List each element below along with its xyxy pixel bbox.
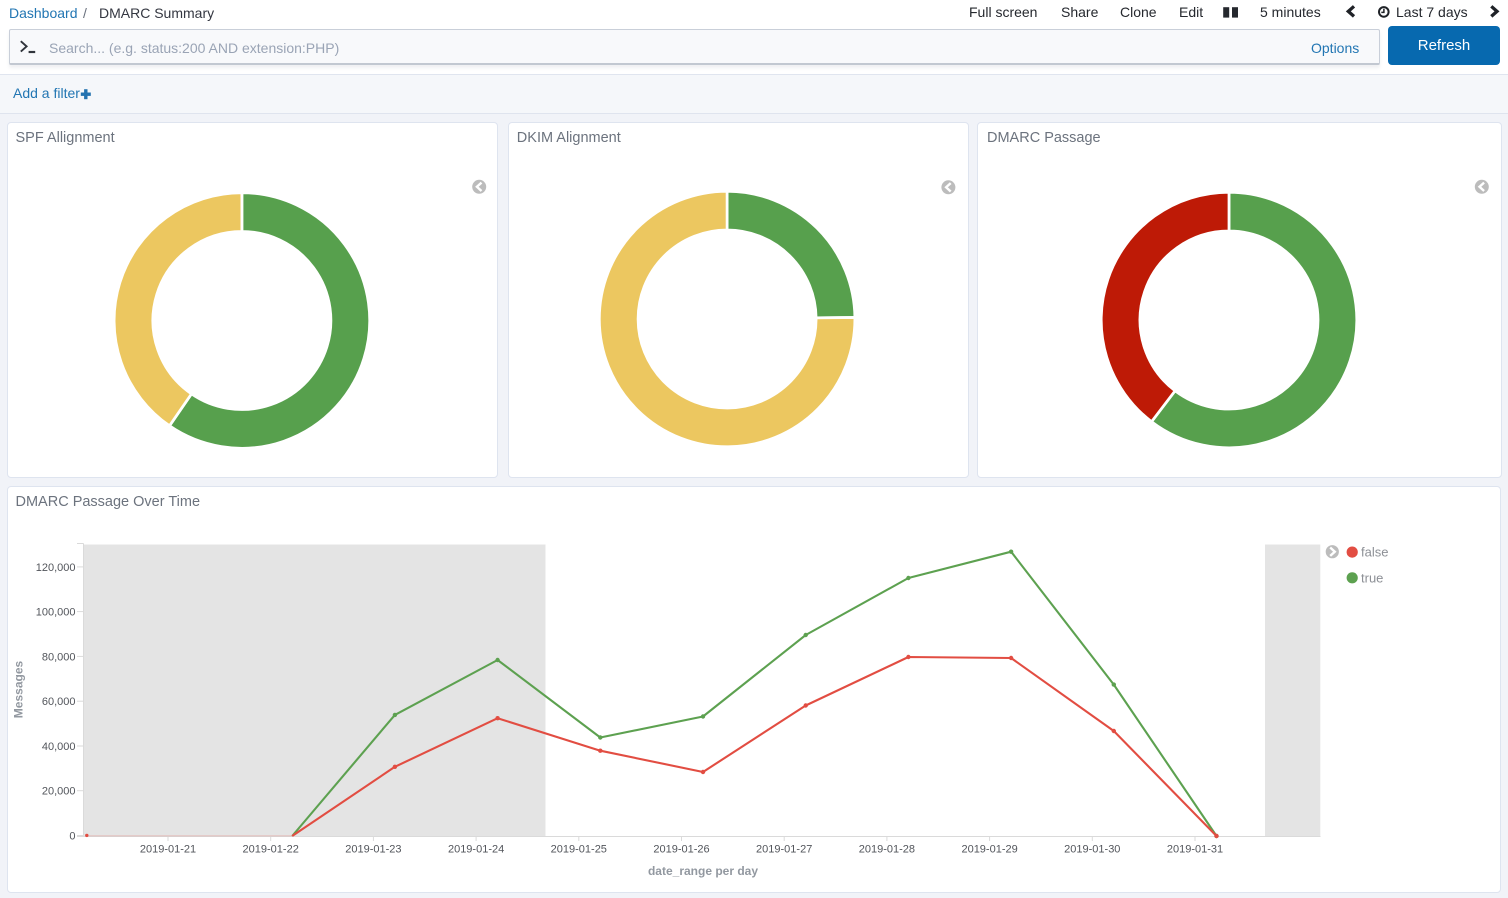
svg-text:2019-01-31: 2019-01-31 [1167, 843, 1223, 855]
svg-text:2019-01-21: 2019-01-21 [140, 843, 196, 855]
svg-text:100,000: 100,000 [36, 607, 76, 619]
svg-text:120,000: 120,000 [36, 562, 76, 574]
svg-text:2019-01-22: 2019-01-22 [243, 843, 299, 855]
svg-text:2019-01-27: 2019-01-27 [756, 843, 812, 855]
svg-text:2019-01-30: 2019-01-30 [1064, 843, 1120, 855]
svg-text:date_range per day: date_range per day [648, 864, 758, 878]
svg-text:2019-01-23: 2019-01-23 [345, 843, 401, 855]
svg-text:40,000: 40,000 [42, 741, 76, 753]
svg-text:2019-01-28: 2019-01-28 [859, 843, 915, 855]
svg-text:2019-01-24: 2019-01-24 [448, 843, 504, 855]
svg-text:80,000: 80,000 [42, 651, 76, 663]
svg-text:20,000: 20,000 [42, 786, 76, 798]
svg-text:2019-01-25: 2019-01-25 [551, 843, 607, 855]
svg-text:true: true [1361, 570, 1383, 585]
svg-text:false: false [1361, 545, 1388, 560]
svg-text:2019-01-29: 2019-01-29 [961, 843, 1017, 855]
svg-text:2019-01-26: 2019-01-26 [653, 843, 709, 855]
svg-text:Messages: Messages [12, 660, 26, 718]
svg-text:60,000: 60,000 [42, 696, 76, 708]
svg-text:0: 0 [69, 830, 75, 842]
